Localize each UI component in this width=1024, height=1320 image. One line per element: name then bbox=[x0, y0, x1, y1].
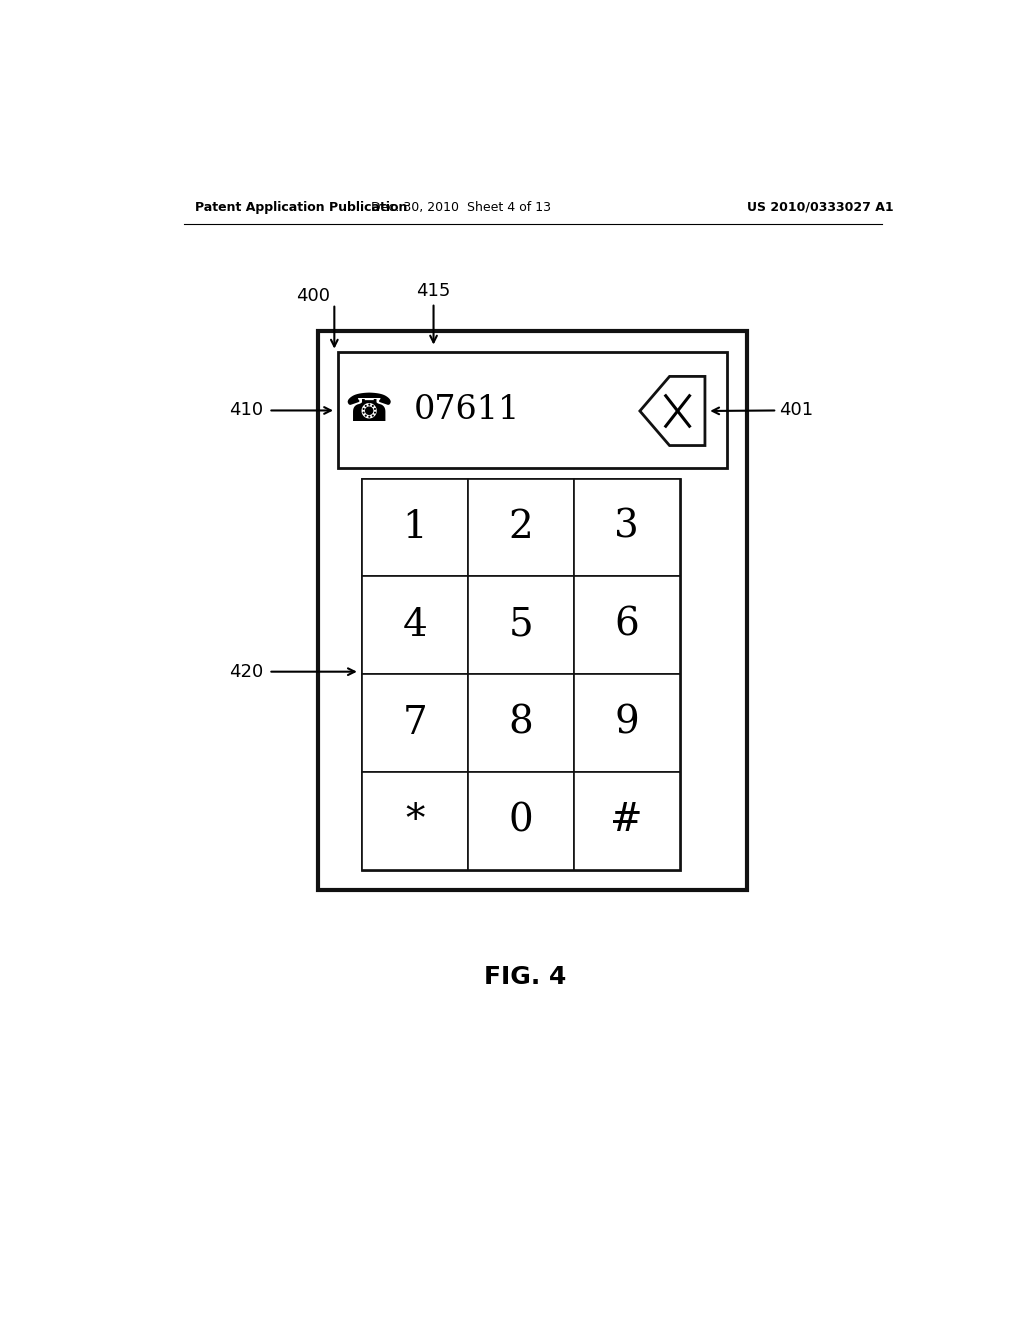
Text: ☎: ☎ bbox=[344, 391, 392, 429]
Text: 7: 7 bbox=[402, 705, 427, 742]
Bar bbox=[468, 772, 573, 870]
Bar bbox=[573, 772, 680, 870]
Bar bbox=[338, 351, 727, 469]
Text: 4: 4 bbox=[402, 607, 427, 644]
Text: 3: 3 bbox=[614, 510, 639, 546]
Text: *: * bbox=[406, 803, 425, 840]
Bar bbox=[468, 675, 573, 772]
Bar bbox=[362, 675, 468, 772]
Text: 1: 1 bbox=[402, 510, 427, 546]
Polygon shape bbox=[640, 376, 705, 446]
Text: Patent Application Publication: Patent Application Publication bbox=[196, 201, 408, 214]
Text: 07611: 07611 bbox=[414, 393, 520, 426]
Bar bbox=[362, 577, 468, 675]
Bar bbox=[362, 479, 680, 870]
Bar bbox=[468, 577, 573, 675]
Text: US 2010/0333027 A1: US 2010/0333027 A1 bbox=[748, 201, 894, 214]
Text: 0: 0 bbox=[509, 803, 534, 840]
Bar bbox=[573, 479, 680, 577]
Text: 415: 415 bbox=[417, 281, 451, 300]
Bar bbox=[362, 772, 468, 870]
Bar bbox=[468, 479, 573, 577]
Text: #: # bbox=[610, 803, 643, 840]
Text: 410: 410 bbox=[228, 401, 263, 420]
Bar bbox=[318, 331, 748, 890]
Text: 401: 401 bbox=[778, 401, 813, 420]
Text: 9: 9 bbox=[614, 705, 639, 742]
Bar bbox=[573, 675, 680, 772]
Text: 400: 400 bbox=[296, 286, 331, 305]
Text: 5: 5 bbox=[509, 607, 534, 644]
Text: 8: 8 bbox=[509, 705, 534, 742]
Text: FIG. 4: FIG. 4 bbox=[483, 965, 566, 989]
Bar bbox=[362, 479, 468, 577]
Text: Dec. 30, 2010  Sheet 4 of 13: Dec. 30, 2010 Sheet 4 of 13 bbox=[372, 201, 551, 214]
Text: 2: 2 bbox=[509, 510, 534, 546]
Bar bbox=[573, 577, 680, 675]
Text: 420: 420 bbox=[228, 663, 263, 681]
Text: 6: 6 bbox=[614, 607, 639, 644]
